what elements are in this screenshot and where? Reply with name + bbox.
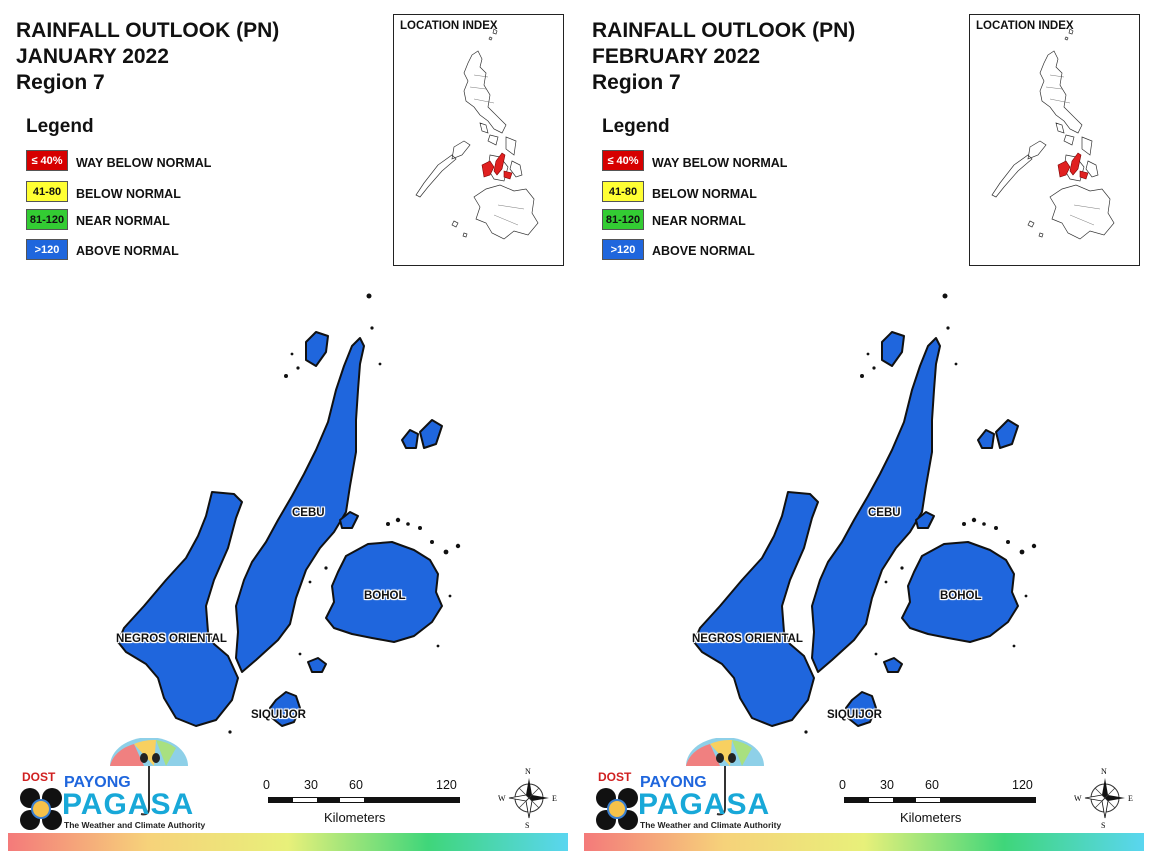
scale-bar-graphic (268, 797, 460, 803)
logo-pagasa: PAGASA (62, 788, 195, 821)
legend-label-above: ABOVE NORMAL (652, 244, 755, 258)
location-index-title: LOCATION INDEX (976, 20, 1074, 32)
label-bohol: BOHOL (940, 590, 982, 602)
compass-n: N (1101, 767, 1107, 776)
umbrella-icon (596, 737, 764, 830)
label-cebu: CEBU (868, 507, 901, 519)
compass-n: N (525, 767, 531, 776)
legend-title: Legend (602, 116, 670, 137)
pagasa-logo: DOST PAYONG PAGASA The Weather and Clima… (16, 737, 205, 832)
region-7-map (117, 293, 461, 734)
province-siquijor (845, 691, 877, 727)
logo-tagline: The Weather and Climate Authority (64, 820, 206, 830)
compass-s: S (1101, 821, 1105, 830)
location-index-map: LOCATION INDEX (969, 14, 1140, 266)
province-negros-oriental (117, 491, 243, 727)
province-bohol (325, 541, 443, 643)
footer-gradient-bar (8, 833, 568, 851)
legend-label-below: BELOW NORMAL (76, 187, 181, 201)
legend-label-near: NEAR NORMAL (652, 214, 746, 228)
scale-tick-60: 60 (925, 778, 939, 792)
province-cebu (811, 337, 941, 673)
scale-bar: 0 30 60 120 Kilometers (258, 778, 468, 830)
label-negros-oriental: NEGROS ORIENTAL (116, 633, 227, 645)
compass-s: S (525, 821, 529, 830)
location-index-map: LOCATION INDEX (393, 14, 564, 266)
outlook-panel: RAINFALL OUTLOOK (PN) JANUARY 2022 Regio… (8, 14, 568, 851)
legend-label-above: ABOVE NORMAL (76, 244, 179, 258)
legend-swatch-above: >120 (26, 239, 68, 260)
scale-tick-0: 0 (839, 778, 846, 792)
philippines-outline (991, 28, 1115, 240)
legend-label-below: BELOW NORMAL (652, 187, 757, 201)
legend-title: Legend (26, 116, 94, 137)
compass-w: W (498, 794, 506, 803)
compass-rose-icon: N S W E (1074, 764, 1136, 830)
label-negros-oriental: NEGROS ORIENTAL (692, 633, 803, 645)
compass-e: E (1128, 794, 1133, 803)
scale-unit: Kilometers (324, 810, 386, 825)
province-cebu (235, 337, 365, 673)
province-siquijor (269, 691, 301, 727)
legend-label-near: NEAR NORMAL (76, 214, 170, 228)
logo-payong: PAYONG (64, 774, 131, 791)
scale-tick-30: 30 (304, 778, 318, 792)
province-bohol (901, 541, 1019, 643)
scale-bar-graphic (844, 797, 1036, 803)
map-month: FEBRUARY 2022 (592, 45, 761, 68)
philippines-outline (415, 28, 539, 240)
map-region: Region 7 (16, 71, 105, 94)
pagasa-logo: DOST PAYONG PAGASA The Weather and Clima… (592, 737, 781, 832)
scale-tick-0: 0 (263, 778, 270, 792)
map-title: RAINFALL OUTLOOK (PN) (16, 19, 280, 42)
map-title: RAINFALL OUTLOOK (PN) (592, 19, 856, 42)
scale-bar: 0 30 60 120 Kilometers (834, 778, 1044, 830)
label-cebu: CEBU (292, 507, 325, 519)
logo-pagasa: PAGASA (638, 788, 771, 821)
logo-tagline: The Weather and Climate Authority (640, 820, 782, 830)
legend-swatch-way-below: ≤ 40% (602, 150, 644, 171)
logo-payong: PAYONG (640, 774, 707, 791)
legend-swatch-way-below: ≤ 40% (26, 150, 68, 171)
label-siquijor: SIQUIJOR (827, 709, 882, 721)
label-siquijor: SIQUIJOR (251, 709, 306, 721)
compass-w: W (1074, 794, 1082, 803)
legend-swatch-above: >120 (602, 239, 644, 260)
umbrella-icon (20, 737, 188, 830)
legend-swatch-below: 41-80 (602, 181, 644, 202)
scale-tick-60: 60 (349, 778, 363, 792)
legend-swatch-below: 41-80 (26, 181, 68, 202)
legend-swatch-near: 81-120 (602, 209, 644, 230)
compass-rose-icon: N S W E (498, 764, 560, 830)
map-month: JANUARY 2022 (16, 45, 169, 68)
compass-e: E (552, 794, 557, 803)
scale-tick-120: 120 (436, 778, 457, 792)
outlook-panel: RAINFALL OUTLOOK (PN) FEBRUARY 2022 Regi… (576, 0, 1152, 864)
region-7-map (693, 293, 1037, 734)
legend-label-way-below: WAY BELOW NORMAL (652, 156, 788, 170)
map-region: Region 7 (592, 71, 681, 94)
scale-tick-30: 30 (880, 778, 894, 792)
location-index-title: LOCATION INDEX (400, 20, 498, 32)
footer-gradient-bar (584, 833, 1144, 851)
province-negros-oriental (693, 491, 819, 727)
label-bohol: BOHOL (364, 590, 406, 602)
legend-label-way-below: WAY BELOW NORMAL (76, 156, 212, 170)
legend-swatch-near: 81-120 (26, 209, 68, 230)
logo-dost: DOST (598, 770, 632, 784)
scale-unit: Kilometers (900, 810, 962, 825)
scale-tick-120: 120 (1012, 778, 1033, 792)
logo-dost: DOST (22, 770, 56, 784)
